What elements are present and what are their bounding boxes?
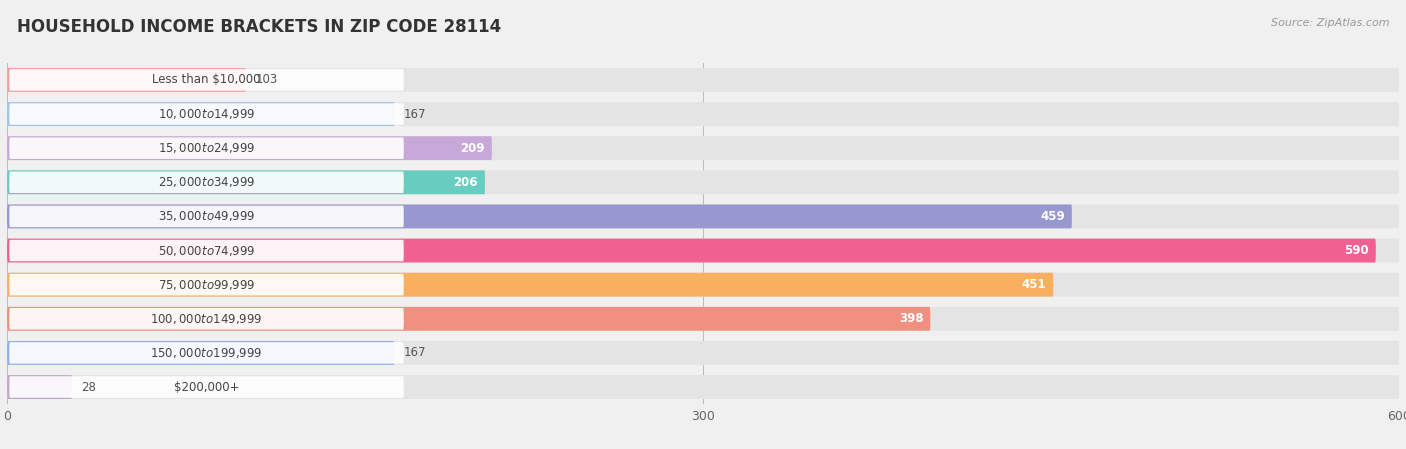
FancyBboxPatch shape: [10, 69, 404, 91]
FancyBboxPatch shape: [7, 170, 1399, 194]
Text: Less than $10,000: Less than $10,000: [152, 74, 260, 86]
Text: 206: 206: [454, 176, 478, 189]
FancyBboxPatch shape: [7, 102, 395, 126]
Text: $25,000 to $34,999: $25,000 to $34,999: [157, 175, 256, 189]
FancyBboxPatch shape: [7, 68, 246, 92]
Text: HOUSEHOLD INCOME BRACKETS IN ZIP CODE 28114: HOUSEHOLD INCOME BRACKETS IN ZIP CODE 28…: [17, 18, 501, 36]
FancyBboxPatch shape: [7, 375, 72, 399]
Text: $15,000 to $24,999: $15,000 to $24,999: [157, 141, 256, 155]
Text: Source: ZipAtlas.com: Source: ZipAtlas.com: [1271, 18, 1389, 28]
Text: $75,000 to $99,999: $75,000 to $99,999: [157, 277, 256, 292]
FancyBboxPatch shape: [10, 308, 404, 330]
Text: $50,000 to $74,999: $50,000 to $74,999: [157, 243, 256, 258]
FancyBboxPatch shape: [10, 240, 404, 261]
FancyBboxPatch shape: [7, 136, 492, 160]
Text: 459: 459: [1040, 210, 1064, 223]
FancyBboxPatch shape: [7, 238, 1375, 263]
FancyBboxPatch shape: [7, 307, 931, 331]
FancyBboxPatch shape: [7, 375, 1399, 399]
FancyBboxPatch shape: [7, 102, 1399, 126]
FancyBboxPatch shape: [7, 307, 1399, 331]
FancyBboxPatch shape: [10, 274, 404, 295]
FancyBboxPatch shape: [7, 204, 1071, 229]
Text: 167: 167: [404, 108, 426, 120]
Text: 451: 451: [1022, 278, 1046, 291]
FancyBboxPatch shape: [7, 273, 1053, 297]
Text: 103: 103: [256, 74, 277, 86]
Text: 28: 28: [82, 381, 96, 393]
FancyBboxPatch shape: [10, 206, 404, 227]
FancyBboxPatch shape: [10, 342, 404, 364]
FancyBboxPatch shape: [10, 172, 404, 193]
Text: 398: 398: [898, 313, 924, 325]
FancyBboxPatch shape: [7, 204, 1399, 229]
Text: 167: 167: [404, 347, 426, 359]
FancyBboxPatch shape: [7, 136, 1399, 160]
FancyBboxPatch shape: [7, 170, 485, 194]
FancyBboxPatch shape: [7, 341, 395, 365]
FancyBboxPatch shape: [7, 273, 1399, 297]
FancyBboxPatch shape: [10, 376, 404, 398]
FancyBboxPatch shape: [10, 103, 404, 125]
Text: $100,000 to $149,999: $100,000 to $149,999: [150, 312, 263, 326]
Text: $150,000 to $199,999: $150,000 to $199,999: [150, 346, 263, 360]
FancyBboxPatch shape: [7, 238, 1399, 263]
FancyBboxPatch shape: [7, 341, 1399, 365]
Text: $35,000 to $49,999: $35,000 to $49,999: [157, 209, 256, 224]
FancyBboxPatch shape: [7, 68, 1399, 92]
Text: $10,000 to $14,999: $10,000 to $14,999: [157, 107, 256, 121]
Text: 209: 209: [460, 142, 485, 154]
FancyBboxPatch shape: [10, 137, 404, 159]
Text: 590: 590: [1344, 244, 1369, 257]
Text: $200,000+: $200,000+: [174, 381, 239, 393]
